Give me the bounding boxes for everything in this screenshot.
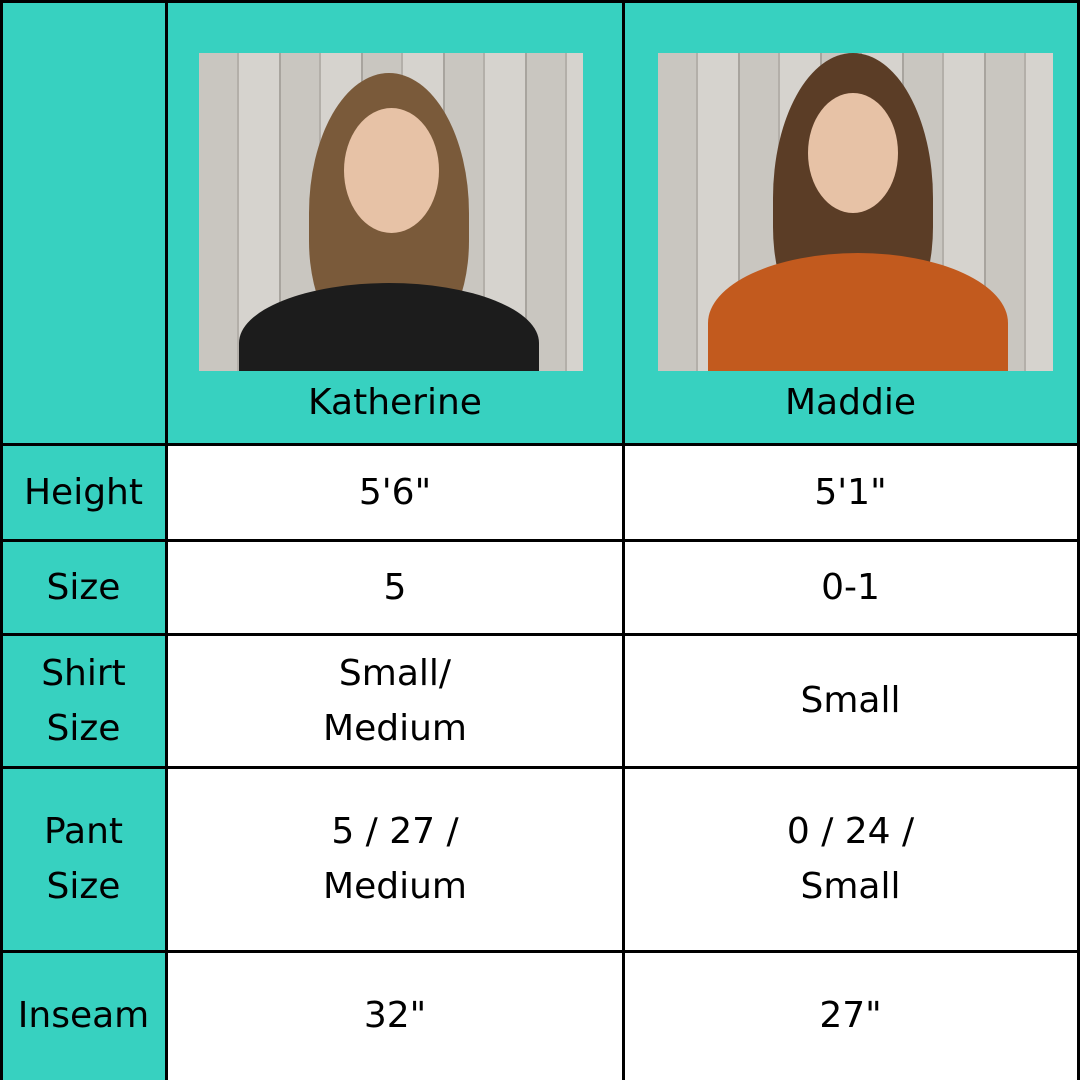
- row-label: Size: [0, 540, 167, 634]
- cell-value: 32": [363, 995, 427, 1036]
- cell-value: 5: [383, 566, 407, 608]
- row-label: Height: [0, 444, 167, 540]
- border: [0, 766, 1080, 769]
- row-label: Pant Size: [0, 767, 167, 951]
- row-label: Shirt Size: [0, 634, 167, 767]
- cell-value: Small/ Medium: [323, 652, 467, 749]
- cell-value: 5 / 27 / Medium: [323, 811, 467, 907]
- model-name: Maddie: [785, 382, 916, 423]
- model-photo-katherine: [199, 53, 583, 371]
- model-name: Katherine: [308, 382, 482, 423]
- border: [0, 443, 1080, 446]
- cell-value: 0-1: [821, 566, 880, 608]
- cell-value: 0 / 24 / Small: [786, 811, 915, 907]
- cell-value: 27": [819, 995, 882, 1036]
- row-label: Inseam: [0, 951, 167, 1080]
- cell-value: 5'1": [814, 471, 887, 513]
- border: [0, 950, 1080, 953]
- border: [0, 539, 1080, 542]
- model-photo-maddie: [658, 53, 1053, 371]
- cell-value: Small: [800, 680, 901, 721]
- border: [0, 633, 1080, 636]
- cell-value: 5'6": [358, 471, 432, 513]
- border: [0, 0, 1080, 3]
